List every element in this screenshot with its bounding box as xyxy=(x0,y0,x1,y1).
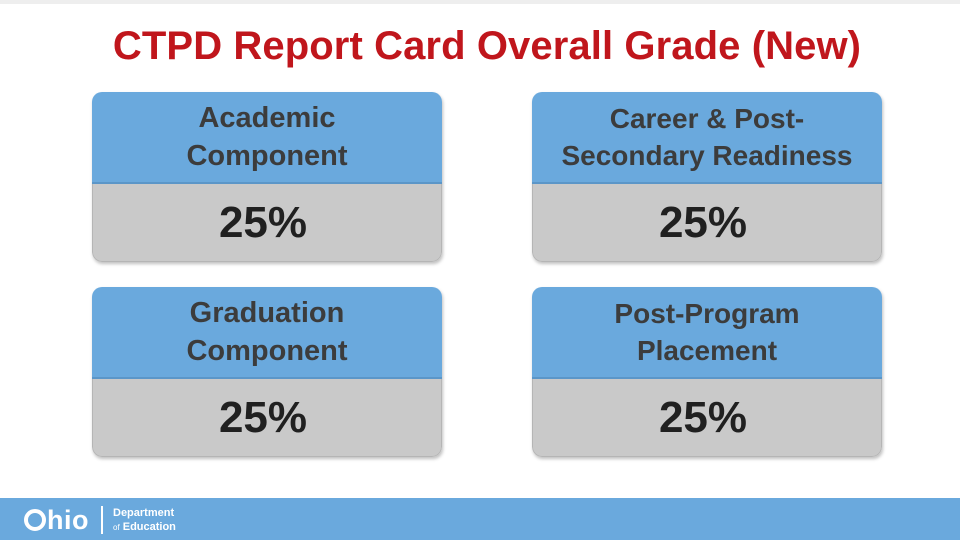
footer-bar xyxy=(0,498,960,540)
card-value: 25% xyxy=(218,392,308,442)
slide-title: CTPD Report Card Overall Grade (New) xyxy=(112,24,862,68)
card-post-program-placement: Post-Program Placement 25% xyxy=(532,287,882,457)
card-value-box: 25% xyxy=(532,379,882,457)
logo-dept-of: of xyxy=(113,522,120,532)
logo-dept-line2: of Education xyxy=(113,520,176,535)
logo-department: Department of Education xyxy=(113,506,176,535)
card-heading: Academic Component xyxy=(186,102,348,172)
card-value-box: 25% xyxy=(92,184,442,262)
logo-divider xyxy=(101,506,103,534)
card-value: 25% xyxy=(218,197,308,247)
card-header: Career & Post- Secondary Readiness xyxy=(532,92,882,184)
ohio-o-icon xyxy=(24,509,46,531)
card-value-box: 25% xyxy=(532,184,882,262)
card-heading: Post-Program Placement xyxy=(614,298,800,366)
ohio-education-logo: hio Department of Education xyxy=(24,503,176,537)
card-header: Graduation Component xyxy=(92,287,442,379)
card-career-readiness: Career & Post- Secondary Readiness 25% xyxy=(532,92,882,262)
top-rule xyxy=(0,0,960,4)
card-heading: Career & Post- Secondary Readiness xyxy=(561,103,853,171)
card-value: 25% xyxy=(658,197,748,247)
card-heading: Graduation Component xyxy=(186,297,348,367)
logo-word: hio xyxy=(47,504,89,535)
logo-dept-education: Education xyxy=(122,520,176,533)
card-academic-component: Academic Component 25% xyxy=(92,92,442,262)
card-value-box: 25% xyxy=(92,379,442,457)
logo-dept-line1: Department xyxy=(113,506,175,519)
card-header: Post-Program Placement xyxy=(532,287,882,379)
card-header: Academic Component xyxy=(92,92,442,184)
card-value: 25% xyxy=(658,392,748,442)
card-graduation-component: Graduation Component 25% xyxy=(92,287,442,457)
